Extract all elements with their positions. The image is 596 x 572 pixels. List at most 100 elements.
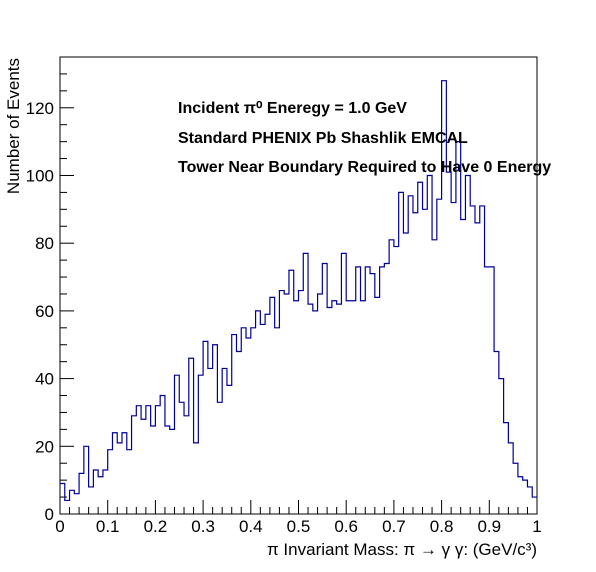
histogram-bin: [198, 375, 203, 514]
histogram-bin: [504, 423, 509, 514]
y-axis-title: Number of Events: [4, 58, 23, 194]
x-tick-label: 0: [55, 517, 64, 536]
histogram-bin: [408, 196, 413, 514]
histogram-bin: [418, 182, 423, 514]
histogram-bin: [513, 463, 518, 514]
histogram-bin: [174, 375, 179, 514]
histogram-bin: [475, 223, 480, 514]
histogram-bin: [194, 443, 199, 514]
histogram-bin: [108, 450, 113, 514]
histogram-line: [60, 80, 537, 502]
histogram-bin: [122, 433, 127, 514]
x-tick-label: 0.2: [144, 517, 168, 536]
histogram-data: [60, 80, 537, 514]
x-tick-label: 1: [532, 517, 541, 536]
histogram-bin: [236, 352, 241, 514]
histogram-bin: [165, 426, 170, 514]
y-tick-label: 80: [35, 234, 54, 253]
histogram-bin: [532, 497, 537, 514]
annotation-incident-energy: Incident π⁰ Eneregy = 1.0 GeV: [178, 100, 407, 117]
histogram-bin: [485, 267, 490, 514]
annotation-emcal: Standard PHENIX Pb Shashlik EMCAL: [178, 130, 468, 147]
histogram-bin: [365, 267, 370, 514]
y-tick-label: 40: [35, 370, 54, 389]
histogram-bin: [117, 443, 122, 514]
histogram-bin: [370, 274, 375, 514]
histogram-bin: [246, 338, 251, 514]
histogram-bin: [432, 240, 437, 514]
histogram-bin: [446, 172, 451, 514]
histogram-bin: [112, 433, 117, 514]
histogram-bin: [155, 406, 160, 514]
histogram-bin: [151, 426, 156, 514]
histogram-bin: [79, 473, 84, 514]
histogram-bin: [241, 328, 246, 514]
histogram-bin: [251, 328, 256, 514]
histogram-bin: [74, 494, 79, 514]
histogram-bin: [341, 253, 346, 514]
histogram-bin: [318, 294, 323, 514]
histogram-bin: [375, 297, 380, 514]
histogram-bin: [208, 368, 213, 514]
histogram-bin: [470, 206, 475, 514]
histogram-bin: [132, 416, 137, 514]
histogram-bin: [275, 328, 280, 514]
histogram-bin: [160, 396, 165, 514]
histogram-bin: [403, 233, 408, 514]
x-tick-label: 0.3: [191, 517, 215, 536]
histogram-bin: [518, 477, 523, 514]
x-tick-label: 0.8: [430, 517, 454, 536]
histogram-bin: [437, 199, 442, 514]
histogram-bin: [146, 406, 151, 514]
histogram-bin: [389, 240, 394, 514]
x-axis-title: π Invariant Mass: π → γ γ: (GeV/c³): [267, 540, 537, 559]
histogram-bin: [399, 192, 404, 514]
histogram-bin: [499, 379, 504, 514]
histogram-bin: [89, 487, 94, 514]
histogram-bin: [141, 419, 146, 514]
histogram-bin: [346, 301, 351, 514]
histogram-bin: [217, 402, 222, 514]
histogram-bin: [322, 263, 327, 514]
histogram-bin: [299, 291, 304, 514]
histogram-bin: [356, 267, 361, 514]
histogram-bin: [98, 477, 103, 514]
x-tick-label: 0.1: [96, 517, 120, 536]
histogram-bin: [136, 406, 141, 514]
histogram-bin: [308, 304, 313, 514]
axis-ticks: [59, 56, 538, 515]
histogram-bin: [256, 311, 261, 514]
x-tick-label: 0.4: [239, 517, 263, 536]
x-tick-label: 0.9: [477, 517, 501, 536]
histogram-bin: [332, 301, 337, 514]
histogram-bin: [527, 487, 532, 514]
histogram-bin: [456, 142, 461, 514]
y-tick-label: 0: [45, 505, 54, 524]
histogram-bin: [279, 291, 284, 514]
histogram-bin: [222, 368, 227, 514]
y-tick-label: 60: [35, 302, 54, 321]
histogram-bin: [523, 480, 528, 514]
histogram-bin: [361, 301, 366, 514]
histogram-bin: [465, 175, 470, 514]
histogram-bin: [227, 385, 232, 514]
histogram-bin: [380, 267, 385, 514]
histogram-bin: [127, 450, 132, 514]
histogram-bin: [170, 429, 175, 514]
histogram-bin: [184, 416, 189, 514]
histogram-bin: [413, 213, 418, 514]
histogram-bin: [427, 175, 432, 514]
tick-labels: 0 0.1 0.2 0.3 0.4 0.5 0.6 0.7 0.8 0.9 1 0 20 40 60 80 10…: [26, 99, 542, 536]
histogram-bin: [270, 297, 275, 514]
histogram-bin: [260, 324, 265, 514]
x-tick-label: 0.6: [334, 517, 358, 536]
histogram-bin: [284, 294, 289, 514]
histogram-bin: [70, 490, 75, 514]
histogram-bin: [265, 314, 270, 514]
histogram-bin: [65, 500, 70, 514]
histogram-bin: [103, 470, 108, 514]
x-tick-label: 0.5: [287, 517, 311, 536]
histogram-bin: [489, 267, 494, 514]
annotation-boundary: Tower Near Boundary Required to Have 0 E…: [178, 159, 551, 176]
histogram-bin: [451, 203, 456, 514]
